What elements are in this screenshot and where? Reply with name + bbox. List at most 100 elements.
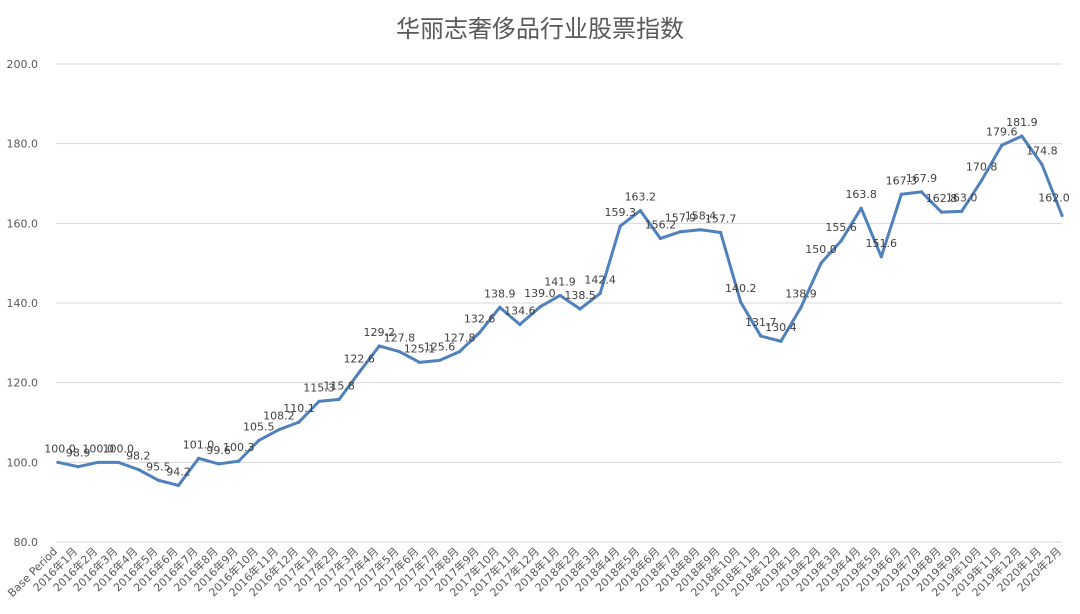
data-label: 138.9 (785, 287, 817, 300)
data-point (819, 261, 823, 265)
data-label: 179.6 (986, 125, 1018, 138)
data-point (458, 349, 462, 354)
data-label: 181.9 (1006, 116, 1038, 129)
data-label: 138.9 (484, 287, 516, 300)
data-label: 105.5 (243, 420, 275, 433)
data-label: 115.8 (323, 379, 355, 392)
data-point (196, 456, 201, 460)
data-point (919, 190, 924, 194)
data-point (116, 460, 120, 464)
data-point (960, 209, 964, 213)
data-point (638, 208, 642, 213)
data-point (277, 428, 281, 432)
data-point (437, 358, 442, 362)
data-label: 115.3 (303, 381, 335, 394)
data-label: 167.9 (906, 172, 938, 185)
chart-title: 华丽志奢侈品行业股票指数 (396, 15, 684, 43)
data-point (879, 255, 883, 259)
data-point (217, 462, 221, 466)
data-point (417, 360, 422, 364)
data-label: 110.1 (283, 402, 315, 415)
data-label: 122.6 (343, 352, 375, 365)
data-label: 157.9 (665, 212, 697, 225)
data-point-group (56, 134, 1064, 488)
series-line-group (56, 134, 1064, 487)
data-point (56, 460, 60, 464)
data-point (498, 305, 502, 309)
data-label: 142.4 (584, 273, 616, 286)
data-label: 134.6 (504, 305, 536, 318)
data-label: 150.0 (805, 243, 837, 256)
x-axis-tick-labels: Base Period2016年1月2016年2月2016年3月2016年4月2… (5, 544, 1064, 600)
data-point (578, 307, 582, 311)
data-label: 140.2 (725, 282, 757, 295)
data-point (257, 438, 261, 443)
data-point (558, 293, 562, 298)
y-tick-label: 120.0 (7, 377, 39, 390)
data-label: 95.5 (146, 460, 171, 473)
data-label: 127.8 (444, 332, 476, 345)
y-tick-label: 200.0 (7, 58, 39, 71)
y-tick-label: 160.0 (7, 217, 39, 230)
data-point (939, 210, 944, 214)
data-label: 108.2 (263, 410, 295, 423)
data-point (96, 460, 100, 464)
series-line (56, 134, 1064, 487)
data-point (176, 483, 181, 488)
data-point (76, 465, 80, 469)
data-label: 100.0 (102, 442, 134, 455)
data-label: 132.6 (464, 312, 496, 325)
data-point (317, 399, 321, 403)
data-point (719, 230, 723, 235)
data-label: 163.2 (625, 191, 657, 204)
data-label: 99.6 (206, 444, 231, 457)
data-point (337, 397, 341, 401)
data-label: 155.6 (825, 221, 857, 234)
data-label: 151.6 (866, 237, 898, 250)
data-label: 100.0 (82, 442, 114, 455)
y-tick-label: 100.0 (7, 456, 39, 469)
data-point (297, 420, 301, 424)
data-label: 159.3 (604, 206, 636, 219)
data-label: 162.8 (926, 192, 958, 205)
y-tick-label: 80.0 (14, 536, 39, 549)
data-label: 98.2 (126, 450, 151, 463)
data-point (357, 370, 361, 374)
data-point (698, 228, 703, 232)
data-point (136, 467, 140, 472)
data-label: 94.2 (166, 465, 191, 478)
data-point (156, 478, 160, 482)
data-label: 139.0 (524, 287, 556, 300)
data-point (899, 192, 903, 196)
data-label: 174.8 (1026, 144, 1058, 157)
y-tick-label: 180.0 (7, 138, 39, 151)
data-point (1000, 143, 1004, 147)
y-axis-tick-labels: 80.0 100.0 120.0 140.0 160.0 180.0 200.0 (7, 58, 39, 549)
data-point (478, 330, 482, 335)
data-point (980, 178, 984, 182)
data-label: 156.2 (645, 218, 677, 231)
data-label: 125.6 (424, 340, 456, 353)
data-label: 129.2 (364, 326, 396, 339)
data-label: 170.8 (966, 160, 998, 173)
data-point (237, 459, 241, 463)
data-label: 141.9 (544, 275, 576, 288)
data-point (598, 291, 602, 296)
data-point (759, 334, 763, 338)
data-point (377, 344, 381, 348)
data-point (538, 305, 542, 309)
data-label: 163.8 (845, 188, 877, 201)
data-label: 98.9 (66, 447, 91, 460)
data-label: 100.3 (223, 441, 255, 454)
data-label: 158.4 (685, 210, 717, 223)
data-label: 167.3 (886, 174, 918, 187)
data-point (658, 236, 663, 241)
data-label: 127.8 (384, 332, 416, 345)
gridlines (56, 63, 1062, 543)
data-label: 100.0 (44, 442, 76, 455)
y-tick-label: 140.0 (7, 297, 39, 310)
data-point (859, 206, 863, 210)
data-label: 131.7 (745, 316, 777, 329)
data-point (678, 230, 683, 234)
